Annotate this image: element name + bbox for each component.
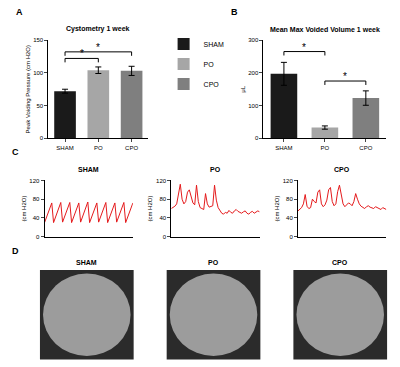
svg-text:80: 80 xyxy=(159,196,166,202)
svg-text:D: D xyxy=(12,246,19,256)
svg-text:100: 100 xyxy=(33,70,44,76)
svg-text:120: 120 xyxy=(29,178,40,184)
svg-text:B: B xyxy=(231,7,238,17)
svg-text:120: 120 xyxy=(156,178,167,184)
svg-text:PO: PO xyxy=(210,166,221,173)
svg-text:CPO: CPO xyxy=(125,145,138,151)
svg-text:*: * xyxy=(96,42,100,53)
svg-text:100: 100 xyxy=(248,103,259,109)
svg-text:PO: PO xyxy=(208,259,219,266)
svg-text:0: 0 xyxy=(163,234,167,240)
svg-text:C: C xyxy=(12,147,19,157)
svg-text:0: 0 xyxy=(36,234,40,240)
svg-text:SHAM: SHAM xyxy=(78,166,99,173)
svg-text:40: 40 xyxy=(159,215,166,221)
svg-text:Peak Voiding Pressure (cm H2O): Peak Voiding Pressure (cm H2O) xyxy=(25,45,31,133)
svg-text:0: 0 xyxy=(289,234,293,240)
svg-text:μL: μL xyxy=(240,85,246,92)
svg-text:PO: PO xyxy=(204,61,215,68)
svg-text:SHAM: SHAM xyxy=(275,145,292,151)
svg-text:(cm H2O): (cm H2O) xyxy=(147,196,153,222)
svg-text:300: 300 xyxy=(248,37,259,43)
svg-text:(cm H2O): (cm H2O) xyxy=(21,196,27,222)
svg-text:Cystometry 1 week: Cystometry 1 week xyxy=(66,25,130,33)
svg-text:0: 0 xyxy=(40,135,44,141)
svg-text:120: 120 xyxy=(283,178,294,184)
svg-text:Mean Max Voided Volume 1 week: Mean Max Voided Volume 1 week xyxy=(270,26,380,33)
svg-text:PO: PO xyxy=(94,145,103,151)
svg-text:SHAM: SHAM xyxy=(56,145,73,151)
svg-text:40: 40 xyxy=(33,215,40,221)
svg-text:A: A xyxy=(16,7,23,17)
svg-text:*: * xyxy=(302,42,306,53)
svg-text:80: 80 xyxy=(33,196,40,202)
svg-text:0: 0 xyxy=(255,135,259,141)
svg-text:CPO: CPO xyxy=(334,166,350,173)
svg-text:*: * xyxy=(80,48,84,59)
svg-text:CPO: CPO xyxy=(332,259,348,266)
svg-text:CPO: CPO xyxy=(204,81,220,88)
svg-text:(cm H2O): (cm H2O) xyxy=(274,196,280,222)
svg-text:SHAM: SHAM xyxy=(204,41,224,48)
svg-text:80: 80 xyxy=(286,196,293,202)
svg-text:PO: PO xyxy=(321,145,330,151)
svg-text:200: 200 xyxy=(248,70,259,76)
svg-text:SHAM: SHAM xyxy=(76,259,97,266)
svg-text:*: * xyxy=(343,71,347,82)
svg-text:50: 50 xyxy=(37,103,44,109)
svg-text:150: 150 xyxy=(33,37,44,43)
svg-text:40: 40 xyxy=(286,215,293,221)
svg-text:CPO: CPO xyxy=(359,145,372,151)
